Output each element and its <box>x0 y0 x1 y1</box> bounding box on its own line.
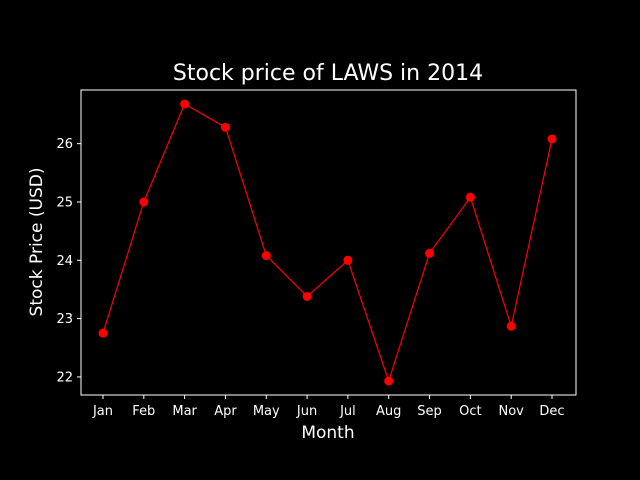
data-point-oct <box>465 192 475 202</box>
data-point-feb <box>139 197 149 207</box>
x-tick-label: May <box>253 404 280 419</box>
series-markers <box>98 99 557 386</box>
x-tick-label: Oct <box>459 404 481 419</box>
data-point-dec <box>547 134 557 144</box>
x-tick-label: Mar <box>172 404 197 419</box>
x-tick-label: Jun <box>296 404 317 419</box>
chart-title: Stock price of LAWS in 2014 <box>173 61 483 86</box>
data-point-mar <box>180 99 190 109</box>
x-tick-label: Dec <box>539 404 564 419</box>
y-tick-label: 24 <box>56 254 73 269</box>
x-tick-label: Apr <box>214 404 237 419</box>
data-point-jul <box>343 255 353 265</box>
x-tick-label: Nov <box>498 404 524 419</box>
x-tick-label: Feb <box>132 404 155 419</box>
data-point-nov <box>506 321 516 331</box>
y-tick-label: 22 <box>56 370 73 385</box>
data-point-may <box>261 251 271 261</box>
data-point-jan <box>98 328 108 338</box>
x-axis: Jan Feb Mar Apr May Jun Jul Aug Sep Oct Nov Dec <box>92 395 565 419</box>
y-tick-label: 26 <box>56 137 73 152</box>
data-point-jun <box>302 291 312 301</box>
x-tick-label: Sep <box>417 404 442 419</box>
series-line <box>102 103 553 383</box>
data-point-aug <box>384 376 394 386</box>
x-tick-label: Jan <box>92 404 113 419</box>
plot-area-frame <box>80 89 577 396</box>
x-tick-label: Jul <box>339 404 356 419</box>
data-point-sep <box>425 248 435 258</box>
x-axis-label: Month <box>301 423 354 443</box>
y-tick-label: 25 <box>56 195 73 210</box>
y-axis: 22 23 24 25 26 <box>56 137 81 385</box>
y-tick-label: 23 <box>56 312 73 327</box>
y-axis-label: Stock Price (USD) <box>27 168 47 317</box>
data-point-apr <box>220 122 230 132</box>
x-tick-label: Aug <box>376 404 401 419</box>
